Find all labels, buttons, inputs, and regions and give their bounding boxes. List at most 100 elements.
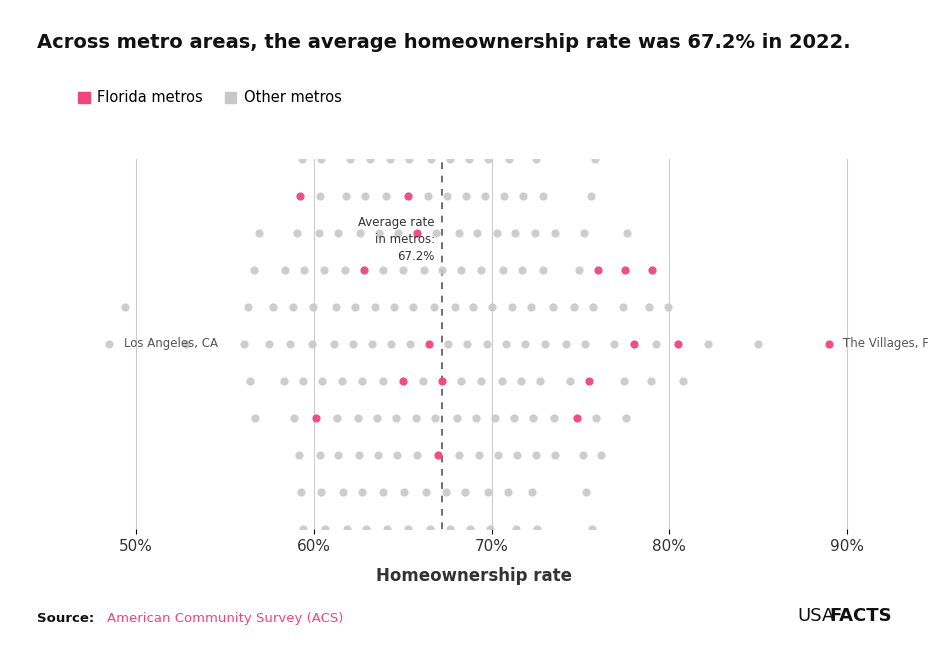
Point xyxy=(282,338,297,349)
Point xyxy=(586,153,601,164)
Point xyxy=(401,524,416,534)
Point xyxy=(583,190,598,201)
Point xyxy=(348,301,363,312)
Point xyxy=(295,524,310,534)
Point xyxy=(458,190,473,201)
Point xyxy=(375,264,390,275)
Point xyxy=(352,227,367,238)
Point xyxy=(451,449,466,460)
Point xyxy=(510,635,525,645)
Point xyxy=(517,338,532,349)
Point xyxy=(314,153,329,164)
Point xyxy=(670,338,685,349)
Point xyxy=(618,412,633,423)
Point xyxy=(427,561,442,571)
Point xyxy=(291,449,306,460)
Point xyxy=(480,486,495,497)
Point xyxy=(606,338,621,349)
Point xyxy=(432,635,447,645)
Point xyxy=(510,42,525,53)
Point xyxy=(523,486,538,497)
Point xyxy=(571,264,586,275)
Point xyxy=(422,524,437,534)
Point xyxy=(350,412,365,423)
Point xyxy=(322,598,337,608)
Point xyxy=(442,153,457,164)
Point xyxy=(316,264,331,275)
Point xyxy=(251,227,266,238)
Point xyxy=(396,486,411,497)
Point xyxy=(286,412,301,423)
Point xyxy=(455,42,470,53)
Point xyxy=(326,338,341,349)
Point xyxy=(528,153,543,164)
Point xyxy=(411,42,426,53)
Point xyxy=(540,561,555,571)
Point xyxy=(296,264,311,275)
Point xyxy=(452,79,467,90)
Point xyxy=(345,598,360,608)
Point xyxy=(339,524,354,534)
Text: American Community Survey (ACS): American Community Survey (ACS) xyxy=(107,611,342,625)
Point xyxy=(420,190,435,201)
Point xyxy=(427,412,442,423)
Point xyxy=(614,301,629,312)
Point xyxy=(357,190,372,201)
Point xyxy=(304,338,319,349)
Point xyxy=(452,598,467,608)
Point xyxy=(367,301,382,312)
Point xyxy=(641,301,656,312)
Point xyxy=(584,524,599,534)
Point xyxy=(300,561,315,571)
Point xyxy=(479,338,494,349)
Point xyxy=(344,116,359,127)
Point xyxy=(528,449,543,460)
Point xyxy=(363,153,378,164)
Point xyxy=(379,524,393,534)
Point xyxy=(330,227,345,238)
Point xyxy=(548,449,562,460)
Point xyxy=(435,5,450,16)
Point xyxy=(480,598,495,608)
Point xyxy=(648,338,663,349)
Point xyxy=(242,375,257,386)
Point xyxy=(427,116,442,127)
Point xyxy=(432,42,446,53)
Point xyxy=(431,449,445,460)
Point xyxy=(347,79,362,90)
Point xyxy=(500,486,515,497)
Point xyxy=(514,264,529,275)
Point xyxy=(386,598,401,608)
Point xyxy=(509,598,524,608)
Point xyxy=(409,449,424,460)
Point xyxy=(415,375,430,386)
Text: USA: USA xyxy=(796,607,833,625)
Point xyxy=(523,301,538,312)
Point xyxy=(489,227,504,238)
Point xyxy=(537,116,552,127)
Point xyxy=(405,598,419,608)
Point xyxy=(320,561,335,571)
Point xyxy=(508,524,522,534)
Point xyxy=(365,598,380,608)
Point xyxy=(343,561,358,571)
Point xyxy=(446,301,461,312)
Point xyxy=(532,375,547,386)
Text: Los Angeles, CA: Los Angeles, CA xyxy=(123,337,217,350)
Point xyxy=(519,79,534,90)
Point xyxy=(434,264,449,275)
Point xyxy=(459,338,474,349)
Point xyxy=(617,264,632,275)
Point xyxy=(477,190,492,201)
Point xyxy=(431,79,445,90)
Point xyxy=(700,338,715,349)
Point xyxy=(569,412,584,423)
Point xyxy=(495,264,509,275)
Point xyxy=(317,524,332,534)
Point xyxy=(411,5,426,16)
Point xyxy=(293,486,308,497)
Point xyxy=(428,227,443,238)
Point xyxy=(387,42,402,53)
Point xyxy=(364,338,379,349)
Point xyxy=(380,635,395,645)
